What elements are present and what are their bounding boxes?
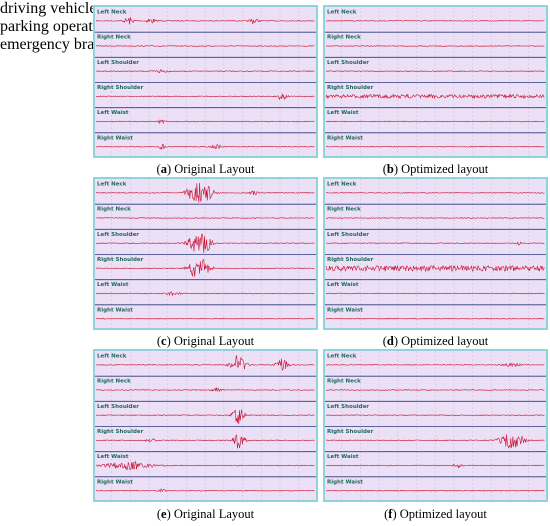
panel-caption-text: Optimized layout <box>399 507 487 521</box>
channel-label: Left Neck <box>97 10 127 16</box>
channel-label: Right Neck <box>327 207 361 213</box>
emg-signal <box>95 409 315 425</box>
panel-caption-text: Original Layout <box>173 334 255 348</box>
emg-signal <box>325 463 545 469</box>
emg-signal <box>325 217 545 219</box>
signal-panel: Left Neck Right Neck Left Shoulder Right Sh… <box>93 5 318 158</box>
channel-label: Right Neck <box>97 35 131 41</box>
channel-label: Left Waist <box>97 110 129 116</box>
channel-label: Right Shoulder <box>327 257 374 263</box>
emg-signal <box>95 217 315 219</box>
channel-label: Right Waist <box>97 479 133 485</box>
row-label: driving vehicles <box>0 0 103 17</box>
channel-label: Left Neck <box>327 10 357 16</box>
emg-signal <box>95 182 315 203</box>
channel-label: Right Waist <box>97 135 133 141</box>
emg-signal <box>325 317 545 320</box>
panel-letter: e <box>161 507 167 521</box>
channel-label: Left Waist <box>97 454 129 460</box>
emg-signal <box>95 259 315 278</box>
channel-label: Right Neck <box>97 207 131 213</box>
emg-signal <box>95 119 315 125</box>
panel-caption: (d) Optimized layout <box>382 334 489 348</box>
panel-letter: b <box>386 162 394 176</box>
panel-caption: (e) Original Layout <box>156 507 255 521</box>
panel-caption: (b) Optimized layout <box>382 162 489 176</box>
signal-panel: Left Neck Right Neck Left Shoulder Right Sh… <box>323 177 548 330</box>
emg-signal <box>95 233 315 254</box>
channel-label: Left Shoulder <box>327 60 369 66</box>
emg-signal <box>95 45 315 47</box>
emg-signal <box>325 45 545 47</box>
emg-signal <box>325 120 545 123</box>
emg-signal <box>325 93 545 100</box>
signal-panel: Left Neck Right Neck Left Shoulder Right Sh… <box>93 177 318 330</box>
channel-label: Right Waist <box>327 479 363 485</box>
emg-signal <box>95 317 315 320</box>
panel-caption: (f) Optimized layout <box>384 507 487 521</box>
channel-label: Right Neck <box>97 379 131 385</box>
channel-label: Left Shoulder <box>97 232 139 238</box>
emg-signal <box>96 460 315 471</box>
emg-signal <box>96 143 315 150</box>
channel-label: Left Shoulder <box>327 404 369 410</box>
channel-label: Left Waist <box>327 282 359 288</box>
panel-caption-text: Original Layout <box>174 162 255 176</box>
channel-label: Left Shoulder <box>327 232 369 238</box>
emg-signal <box>95 355 315 371</box>
channel-label: Right Waist <box>327 307 363 313</box>
emg-signal <box>325 70 545 73</box>
channel-label: Right Waist <box>327 135 363 141</box>
emg-signal <box>95 69 315 74</box>
channel-label: Left Shoulder <box>97 404 139 410</box>
channel-label: Left Neck <box>327 182 357 188</box>
emg-signal <box>325 292 545 295</box>
panel-caption-text: Optimized layout <box>401 162 489 176</box>
emg-signal <box>326 362 545 368</box>
signal-panel: Left Neck Right Neck Left Shoulder Right Sh… <box>323 5 548 158</box>
panel-letter: a <box>160 162 167 176</box>
channel-label: Left Waist <box>327 110 359 116</box>
panel-caption-text: Original Layout <box>173 507 255 521</box>
emg-signal <box>325 389 545 391</box>
panel-caption: (a) Original Layout <box>156 162 255 176</box>
channel-label: Right Shoulder <box>327 85 374 91</box>
signal-panel: Left Neck Right Neck Left Shoulder Right Sh… <box>323 349 548 502</box>
panel-caption: (c) Original Layout <box>156 334 255 348</box>
emg-signal <box>95 291 315 297</box>
emg-signal <box>325 264 545 273</box>
signal-panel: Left Neck Right Neck Left Shoulder Right Sh… <box>93 349 318 502</box>
emg-signal <box>325 414 545 417</box>
channel-label: Left Waist <box>97 282 129 288</box>
channel-label: Left Neck <box>327 354 357 360</box>
emg-signal <box>95 17 315 25</box>
emg-signal <box>325 489 545 492</box>
panel-caption-text: Optimized layout <box>401 334 489 348</box>
emg-signal <box>95 93 315 101</box>
channel-label: Right Neck <box>327 35 361 41</box>
row-label: emergency braking <box>0 36 123 53</box>
channel-label: Left Waist <box>327 454 359 460</box>
channel-label: Left Neck <box>97 354 127 360</box>
channel-label: Right Shoulder <box>97 85 144 91</box>
panel-letter: f <box>388 507 393 521</box>
emg-signal <box>325 192 545 194</box>
channel-label: Left Neck <box>97 182 127 188</box>
emg-signal <box>326 241 545 246</box>
panel-letter: d <box>386 334 394 348</box>
emg-signal <box>95 487 315 493</box>
panel-letter: c <box>161 334 167 348</box>
emg-signal <box>325 434 545 449</box>
channel-label: Right Waist <box>97 307 133 313</box>
emg-signal <box>325 145 545 148</box>
emg-signal <box>325 20 545 22</box>
channel-label: Left Shoulder <box>97 60 139 66</box>
emg-signal <box>96 387 315 393</box>
channel-label: Right Shoulder <box>327 429 374 435</box>
channel-label: Right Shoulder <box>97 257 144 263</box>
emg-signal <box>95 434 315 449</box>
channel-label: Right Neck <box>327 379 361 385</box>
channel-label: Right Shoulder <box>97 429 144 435</box>
